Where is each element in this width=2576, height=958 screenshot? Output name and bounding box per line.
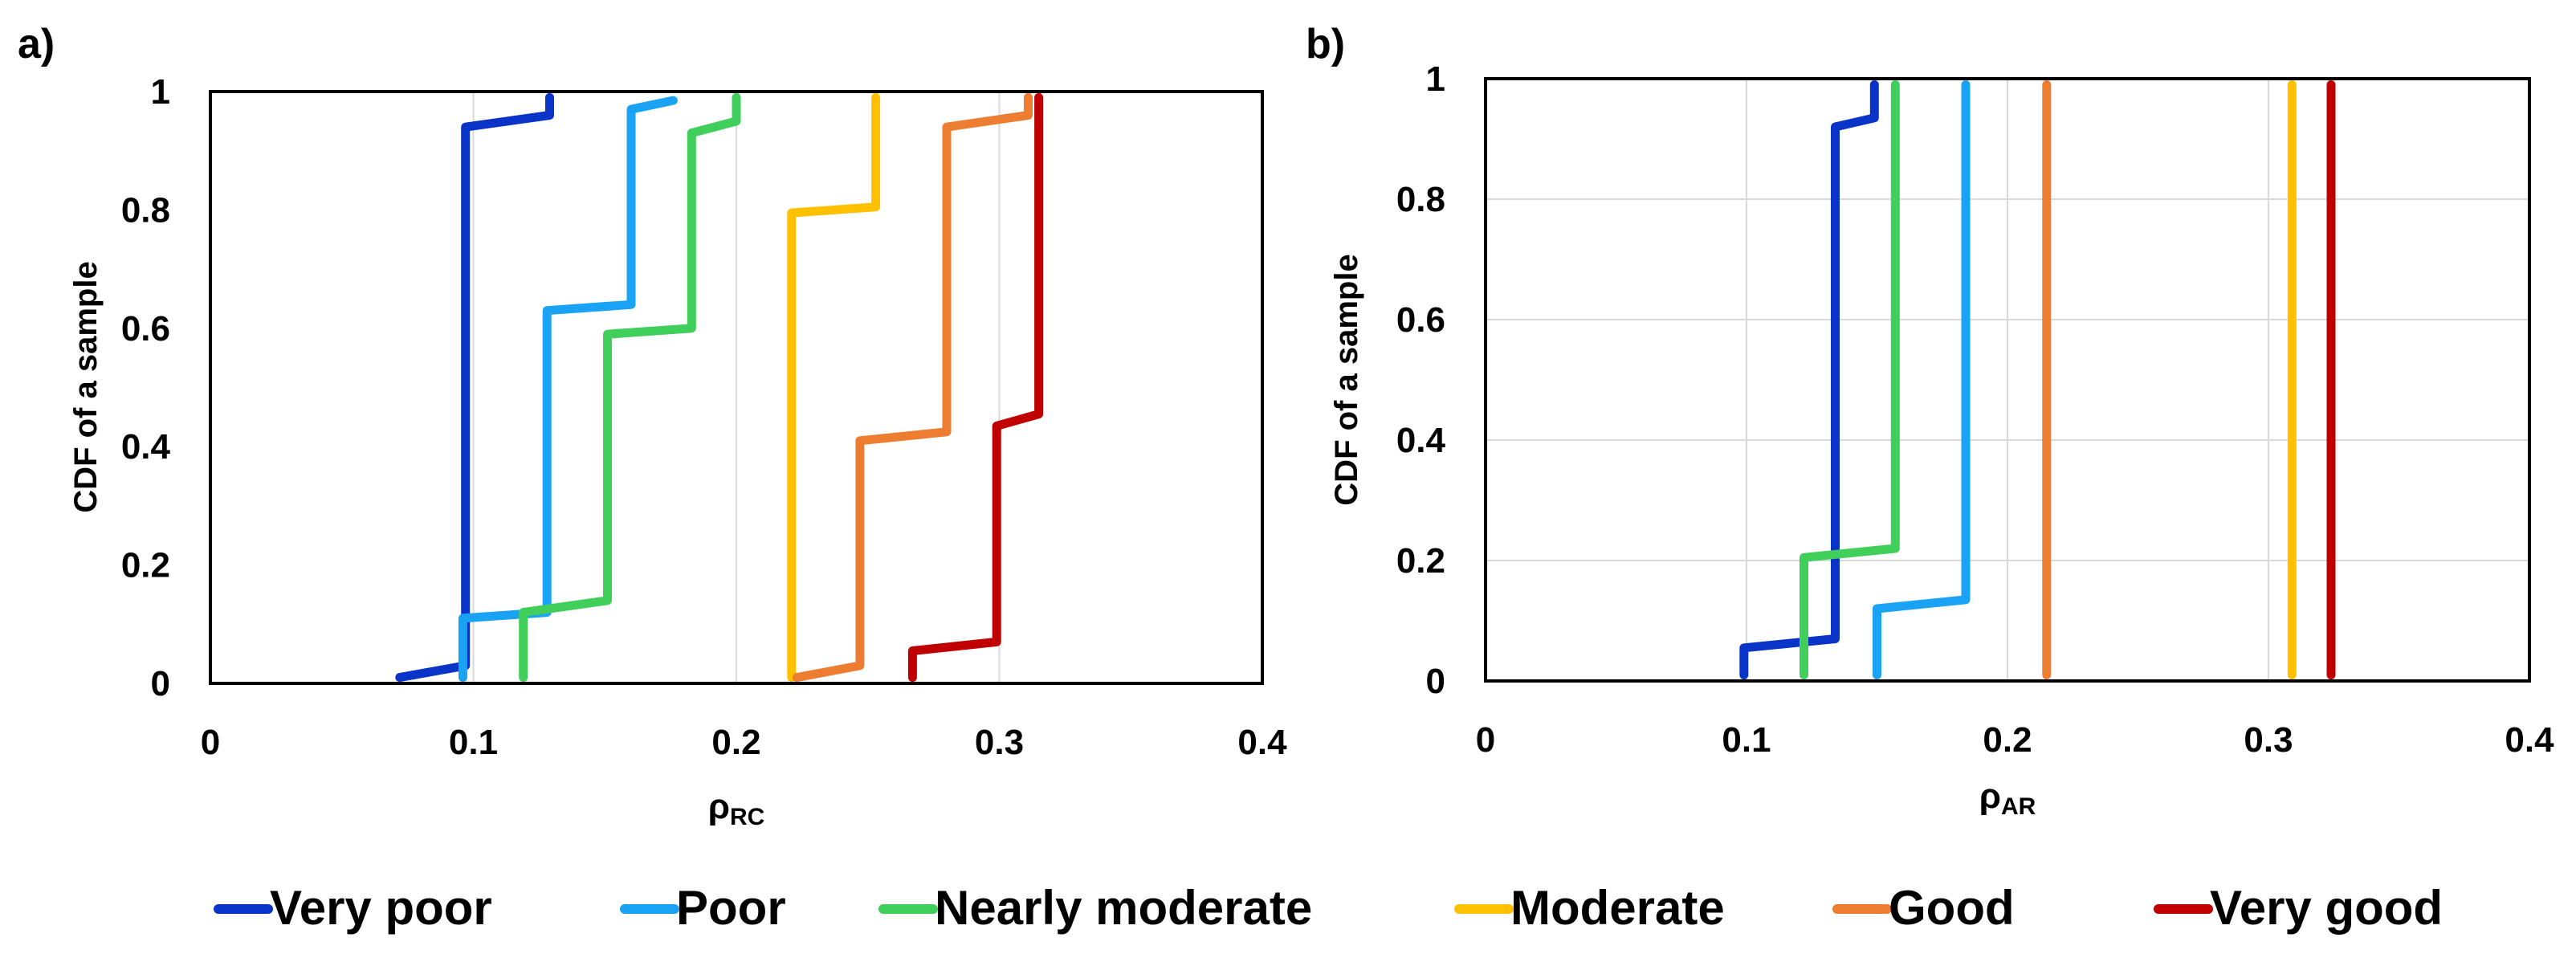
x-tick-label: 0.3	[975, 723, 1024, 762]
legend-item-moderate: Moderate	[1454, 881, 1725, 935]
legend-item-nearly-moderate: Nearly moderate	[878, 881, 1312, 935]
x-axis-label-a: ρRC	[708, 787, 765, 830]
series-group-a	[395, 92, 1044, 683]
panel-a: a) 0 0.2 0.4 0.6 0.8 1 0 0.1 0.2 0.3 0.4 CDF of a…	[18, 21, 1287, 830]
x-tick-label: 0	[201, 723, 220, 762]
series-line-very-good	[907, 92, 1044, 683]
x-ticks-a: 0 0.1 0.2 0.3 0.4	[201, 723, 1287, 762]
x-tick-label: 0.1	[449, 723, 498, 762]
legend-item-good: Good	[1832, 881, 2015, 935]
x-axis-label-main-b: ρ	[1979, 777, 2001, 816]
x-tick-label: 0	[1476, 720, 1495, 760]
panel-b: b) 0 0.2 0.4 0.6 0.8 1 0 0.1 0.2 0.3 0.4 CDF of a…	[1306, 21, 2554, 820]
y-tick-label: 0.8	[1396, 180, 1445, 219]
x-ticks-b: 0 0.1 0.2 0.3 0.4	[1476, 720, 2554, 760]
legend-label: Nearly moderate	[935, 881, 1312, 935]
series-line-poor	[1873, 80, 1971, 679]
y-tick-label: 1	[151, 72, 170, 112]
series-line-very-poor	[1739, 80, 1879, 679]
y-tick-label: 0	[151, 664, 170, 703]
x-tick-label: 0.4	[1237, 723, 1287, 762]
x-tick-label: 0.3	[2244, 720, 2293, 760]
x-tick-label: 0.1	[1722, 720, 1771, 760]
legend-item-very-poor: Very poor	[214, 881, 492, 935]
series-line-poor	[458, 96, 678, 683]
legend-label: Very poor	[270, 881, 492, 935]
series-line-good	[792, 92, 1033, 683]
plot-frame-a	[209, 90, 1264, 685]
y-ticks-a: 0 0.2 0.4 0.6 0.8 1	[121, 72, 171, 703]
grid-a	[472, 92, 1001, 683]
legend-item-poor: Poor	[620, 881, 786, 935]
legend-item-very-good: Very good	[2154, 881, 2443, 935]
y-axis-label-b: CDF of a sample	[1329, 254, 1364, 505]
legend-label: Poor	[676, 881, 786, 935]
legend-label: Good	[1889, 881, 2015, 935]
panel-label-b: b)	[1306, 21, 1345, 67]
y-tick-label: 0.4	[121, 427, 171, 467]
legend: Very poor Poor Nearly moderate Moderate Good…	[214, 881, 2443, 935]
series-line-moderate	[787, 92, 881, 683]
series-line-nearly-moderate	[1800, 80, 1900, 679]
x-tick-label: 0.2	[711, 723, 760, 762]
series-line-nearly-moderate	[519, 92, 741, 683]
grid-b	[1486, 79, 2529, 681]
x-axis-label-main-a: ρ	[708, 787, 730, 826]
y-ticks-b: 0 0.2 0.4 0.6 0.8 1	[1396, 59, 1446, 701]
y-axis-label-a: CDF of a sample	[68, 261, 104, 512]
x-axis-label-sub-a: RC	[730, 804, 764, 830]
series-group-b	[1739, 80, 2336, 679]
plot-frame-b	[1484, 77, 2531, 683]
legend-label: Very good	[2210, 881, 2443, 935]
series-line-very-poor	[395, 92, 554, 683]
legend-label: Moderate	[1510, 881, 1725, 935]
y-tick-label: 0	[1426, 662, 1445, 701]
y-tick-label: 0.8	[121, 190, 170, 230]
y-tick-label: 0.6	[1396, 300, 1445, 340]
y-tick-label: 0.6	[121, 309, 170, 349]
panel-label-a: a)	[18, 21, 55, 67]
x-axis-label-b: ρAR	[1979, 777, 2036, 820]
y-tick-label: 0.4	[1396, 421, 1446, 460]
x-tick-label: 0.2	[1983, 720, 2032, 760]
y-tick-label: 0.2	[1396, 541, 1445, 581]
x-axis-label-sub-b: AR	[2001, 793, 2036, 820]
y-tick-label: 0.2	[121, 546, 170, 585]
x-tick-label: 0.4	[2505, 720, 2554, 760]
y-tick-label: 1	[1426, 59, 1445, 99]
